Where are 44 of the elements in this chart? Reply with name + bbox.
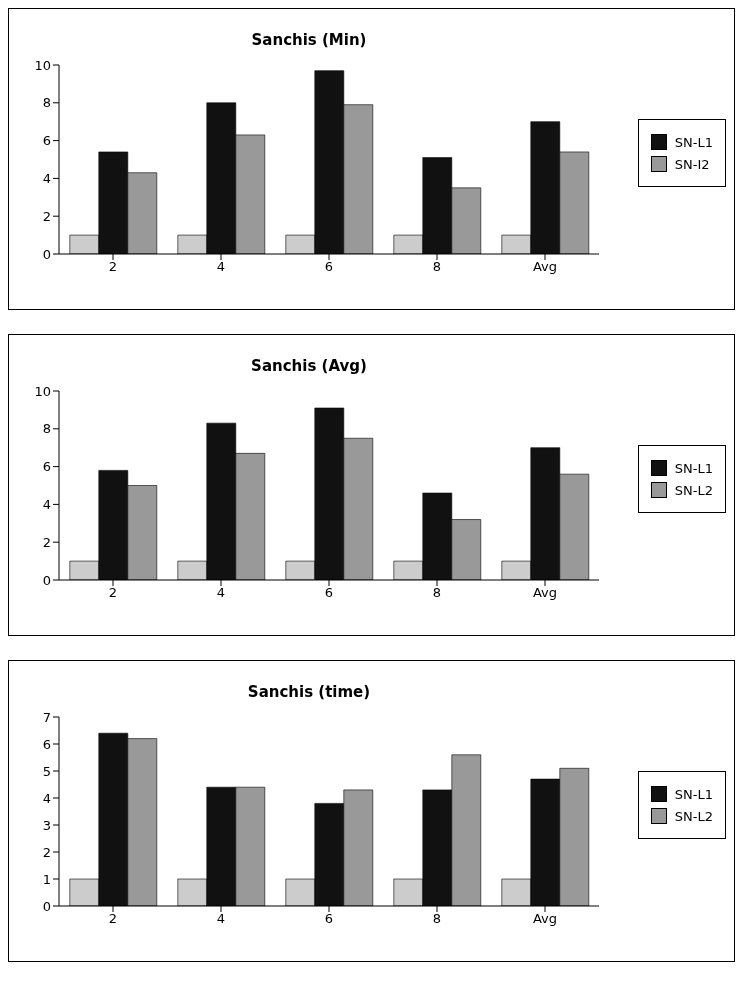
y-tick-label: 8	[42, 421, 51, 437]
legend-label: SN-L1	[674, 786, 713, 802]
y-tick-label: 6	[42, 133, 51, 149]
x-tick-label: Avg	[532, 911, 558, 927]
legend-label: SN-L1	[674, 134, 713, 150]
y-tick-label: 2	[42, 844, 51, 860]
chart-title: Sanchis (Avg)	[250, 357, 368, 375]
y-tick-label: 2	[42, 534, 51, 550]
y-tick-label: 2	[42, 208, 51, 224]
x-tick-label: 6	[324, 585, 334, 601]
y-tick-label: 10	[34, 383, 51, 399]
y-tick-label: 6	[42, 736, 51, 752]
x-tick-label: 6	[324, 911, 334, 927]
legend-label: SN-L1	[674, 460, 713, 476]
y-tick-label: 5	[42, 763, 51, 779]
legend-label: SN-L2	[674, 482, 713, 498]
x-tick-label: 2	[108, 259, 118, 275]
x-tick-label: Avg	[532, 585, 558, 601]
legend-label: SN-I2	[674, 156, 710, 172]
y-tick-label: 10	[34, 57, 51, 73]
x-tick-label: 2	[108, 585, 118, 601]
y-tick-label: 4	[42, 497, 51, 513]
x-tick-label: 4	[216, 911, 226, 927]
x-tick-label: 8	[432, 911, 442, 927]
y-tick-label: 1	[42, 871, 51, 887]
legend-label: SN-L2	[674, 808, 713, 824]
y-tick-label: 0	[42, 898, 51, 914]
y-tick-label: 4	[42, 171, 51, 187]
x-tick-label: 4	[216, 259, 226, 275]
y-tick-label: 0	[42, 572, 51, 588]
x-tick-label: 4	[216, 585, 226, 601]
x-tick-label: 8	[432, 259, 442, 275]
y-tick-label: 7	[42, 709, 51, 725]
chart-title: Sanchis (Min)	[250, 31, 368, 49]
y-tick-label: 0	[42, 246, 51, 262]
y-tick-label: 8	[42, 95, 51, 111]
x-tick-label: 8	[432, 585, 442, 601]
x-tick-label: Avg	[532, 259, 558, 275]
y-tick-label: 4	[42, 790, 51, 806]
y-tick-label: 6	[42, 459, 51, 475]
chart-title: Sanchis (time)	[246, 683, 372, 701]
x-tick-label: 2	[108, 911, 118, 927]
x-tick-label: 6	[324, 259, 334, 275]
y-tick-label: 3	[42, 817, 51, 833]
